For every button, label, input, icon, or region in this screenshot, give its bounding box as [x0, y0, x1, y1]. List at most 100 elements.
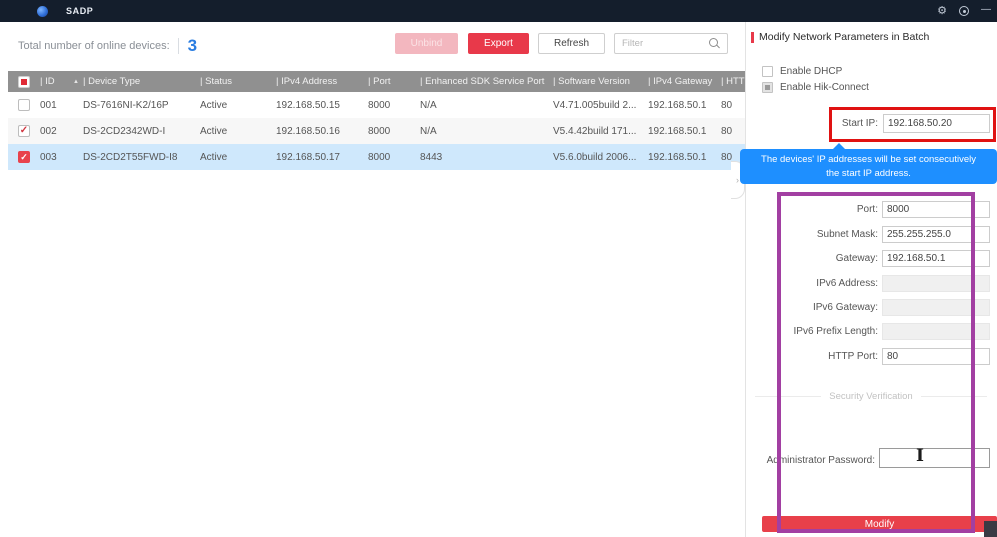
header-cell-id[interactable]: | ID ▲ [40, 76, 83, 87]
enable-hik-connect-checkbox-row[interactable]: Enable Hik-Connect [762, 82, 869, 93]
ipv6-gateway-label: IPv6 Gateway: [812, 302, 878, 313]
filter-search-box[interactable] [614, 33, 728, 54]
http-port-input[interactable] [882, 348, 990, 365]
table-row-002[interactable]: ✓ 002 DS-2CD2342WD-I Active 192.168.50.1… [8, 118, 745, 144]
cell-ipv4: 192.168.50.17 [276, 151, 340, 163]
app-logo-icon [37, 5, 48, 17]
gateway-input[interactable] [882, 250, 990, 267]
ipv6-address-input [882, 275, 990, 292]
tooltip-line2: the start IP address. [826, 167, 911, 179]
cell-software: V4.71.005build 2... [553, 99, 637, 111]
minimize-icon[interactable]: — [981, 3, 991, 15]
unbind-button[interactable]: Unbind [395, 33, 458, 54]
port-label: Port: [856, 204, 878, 215]
titlebar: SADP ⚙ — [0, 0, 997, 22]
total-devices-count: 3 [187, 36, 198, 55]
total-devices-label: Total number of online devices: [18, 40, 170, 52]
header-cell-ipv4[interactable]: | IPv4 Address [276, 76, 338, 87]
cell-id: 003 [40, 151, 57, 163]
cell-ipv4: 192.168.50.16 [276, 125, 340, 137]
cell-sdk-port: N/A [420, 99, 437, 111]
divider [177, 38, 179, 54]
cell-id: 002 [40, 125, 57, 137]
start-ip-input[interactable] [883, 114, 990, 133]
row-002-checkbox-checked[interactable]: ✓ [18, 125, 30, 137]
header-cell-software[interactable]: | Software Version [553, 76, 630, 87]
cell-id: 001 [40, 99, 57, 111]
enable-dhcp-checkbox-row[interactable]: Enable DHCP [762, 66, 842, 77]
start-ip-label: Start IP: [841, 118, 878, 129]
start-ip-tooltip: The devices' IP addresses will be set co… [740, 143, 997, 184]
settings-gear-icon[interactable]: ⚙ [937, 4, 947, 17]
header-cell-port[interactable]: | Port [368, 76, 391, 87]
search-icon [707, 37, 721, 51]
header-cell-select[interactable] [8, 75, 40, 88]
cell-gateway: 192.168.50.1 [648, 125, 707, 137]
sort-ascending-icon[interactable]: ▲ [73, 78, 79, 85]
cell-gateway: 192.168.50.1 [648, 99, 707, 111]
select-all-checkbox-indeterminate[interactable] [18, 75, 30, 88]
ipv6-address-label: IPv6 Address: [816, 278, 878, 289]
window-corner-fragment [984, 521, 997, 537]
security-verification-divider: Security Verification [755, 391, 987, 402]
header-cell-status[interactable]: | Status [200, 76, 233, 87]
panel-title-text: Modify Network Parameters in Batch [759, 31, 930, 43]
cell-http: 80 [721, 125, 733, 137]
filter-input[interactable] [615, 38, 707, 49]
hik-connect-label: Enable Hik-Connect [780, 82, 869, 93]
subnet-mask-label: Subnet Mask: [816, 229, 878, 240]
refresh-button[interactable]: Refresh [538, 33, 605, 54]
table-row-001[interactable]: 001 DS-7616NI-K2/16P Active 192.168.50.1… [8, 92, 745, 118]
cell-status: Active [200, 99, 228, 111]
dhcp-label: Enable DHCP [780, 66, 843, 77]
cell-device-type: DS-2CD2342WD-I [83, 125, 166, 137]
header-cell-device-type[interactable]: | Device Type [83, 76, 141, 87]
device-table: | ID ▲ | Device Type | Status | IPv4 Add… [8, 71, 745, 170]
cell-device-type: DS-7616NI-K2/16P [83, 99, 169, 111]
hik-connect-checkbox-indeterminate[interactable] [762, 82, 773, 93]
tooltip-line1: The devices' IP addresses will be set co… [761, 153, 976, 165]
row-001-checkbox-unchecked[interactable] [18, 99, 30, 111]
table-row-003-selected[interactable]: ✓ 003 DS-2CD2T55FWD-I8 Active 192.168.50… [8, 144, 745, 170]
dhcp-checkbox-unchecked[interactable] [762, 66, 773, 77]
admin-password-label: Administrator Password: [766, 455, 875, 466]
cell-port: 8000 [368, 151, 391, 163]
ipv6-prefix-length-label: IPv6 Prefix Length: [793, 326, 879, 337]
cell-software: V5.6.0build 2006... [553, 151, 637, 163]
cell-sdk-port: N/A [420, 125, 437, 137]
ipv6-gateway-input [882, 299, 990, 316]
chevron-right-icon: › [736, 175, 739, 185]
table-header-row: | ID ▲ | Device Type | Status | IPv4 Add… [8, 71, 745, 92]
cell-gateway: 192.168.50.1 [648, 151, 707, 163]
cell-status: Active [200, 151, 228, 163]
cell-device-type: DS-2CD2T55FWD-I8 [83, 151, 178, 163]
port-input[interactable] [882, 201, 990, 218]
tooltip-arrow [832, 143, 846, 150]
row-003-checkbox-checked[interactable]: ✓ [18, 151, 30, 163]
info-icon[interactable] [959, 6, 969, 16]
cell-sdk-port: 8443 [420, 151, 443, 163]
header-id-label: | ID [40, 76, 55, 87]
header-cell-gateway[interactable]: | IPv4 Gateway [648, 76, 713, 87]
gateway-label: Gateway: [835, 253, 878, 264]
cell-port: 8000 [368, 99, 391, 111]
cell-status: Active [200, 125, 228, 137]
http-port-label: HTTP Port: [828, 351, 878, 362]
header-cell-http[interactable]: | HTT [721, 76, 745, 87]
red-accent-bar [751, 31, 754, 43]
security-verification-label: Security Verification [829, 391, 913, 402]
cell-http: 80 [721, 151, 733, 163]
export-button[interactable]: Export [468, 33, 529, 54]
panel-title: Modify Network Parameters in Batch [751, 31, 929, 43]
ipv6-prefix-length-input [882, 323, 990, 340]
checkmark-icon: ✓ [19, 125, 29, 136]
cell-software: V5.4.42build 171... [553, 125, 637, 137]
device-count-summary: Total number of online devices: 3 [18, 36, 197, 56]
modify-button[interactable]: Modify [762, 516, 997, 532]
header-cell-sdk-port[interactable]: | Enhanced SDK Service Port [420, 76, 545, 87]
cell-ipv4: 192.168.50.15 [276, 99, 340, 111]
app-title: SADP [66, 6, 94, 16]
admin-password-input[interactable] [879, 448, 990, 468]
cell-http: 80 [721, 99, 733, 111]
subnet-mask-input[interactable] [882, 226, 990, 243]
